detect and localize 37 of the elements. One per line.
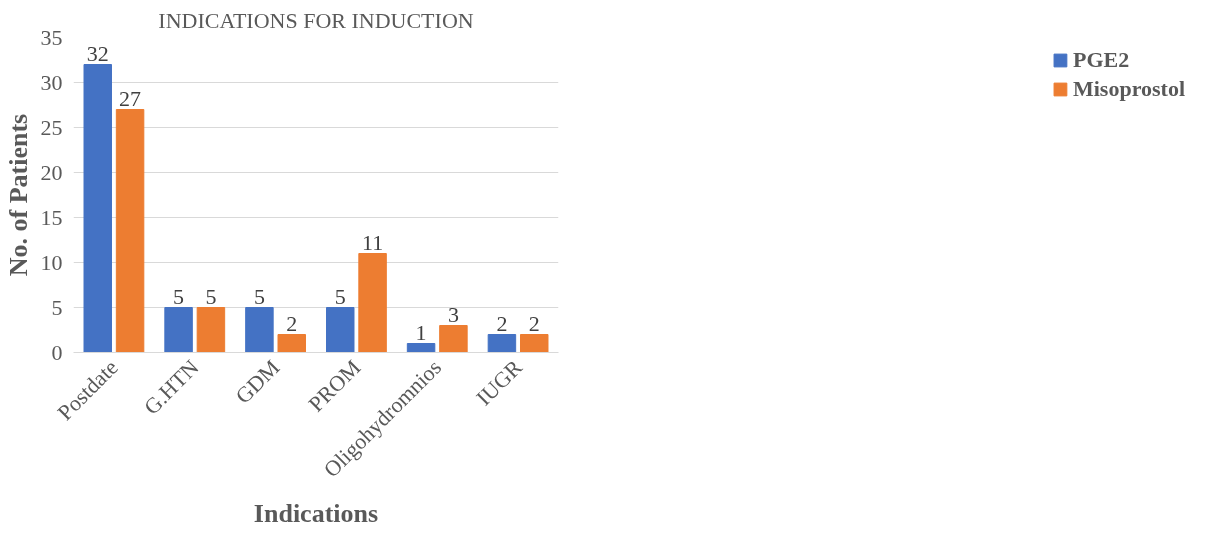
data-label: 5	[173, 283, 185, 309]
y-tick-label: 30	[40, 69, 63, 95]
legend-label: Misoprostol	[1072, 76, 1185, 102]
x-axis-title: Indications	[253, 498, 379, 528]
data-label: 11	[361, 229, 384, 255]
bar	[520, 334, 549, 353]
y-tick-label: 35	[40, 24, 63, 50]
bar	[358, 253, 387, 353]
y-tick-label: 0	[51, 339, 63, 365]
bar	[196, 307, 226, 353]
chart-title: INDICATIONS FOR INDUCTION	[158, 7, 474, 33]
y-tick-label: 20	[40, 159, 63, 185]
data-label: 1	[415, 319, 427, 345]
data-label: 5	[334, 283, 346, 309]
data-label: 32	[86, 40, 109, 66]
bar	[83, 64, 112, 353]
data-label: 2	[528, 310, 540, 336]
bar	[439, 325, 468, 353]
data-label: 3	[447, 301, 459, 327]
bar	[115, 109, 145, 353]
bar	[164, 307, 193, 353]
y-tick-label: 5	[51, 294, 63, 320]
bar	[326, 307, 355, 353]
bar	[245, 307, 274, 353]
data-label: 27	[119, 85, 142, 111]
bar	[487, 334, 517, 353]
data-label: 5	[253, 283, 265, 309]
bar	[406, 343, 436, 353]
y-tick-label: 25	[40, 114, 63, 140]
y-tick-label: 10	[40, 249, 63, 275]
data-label: 5	[205, 283, 217, 309]
y-axis-title: No. of Patients	[3, 113, 33, 277]
data-label: 2	[496, 310, 508, 336]
data-label: 2	[286, 310, 298, 336]
legend-label: PGE2	[1072, 47, 1130, 73]
bar	[277, 334, 306, 353]
y-tick-label: 15	[40, 204, 63, 230]
